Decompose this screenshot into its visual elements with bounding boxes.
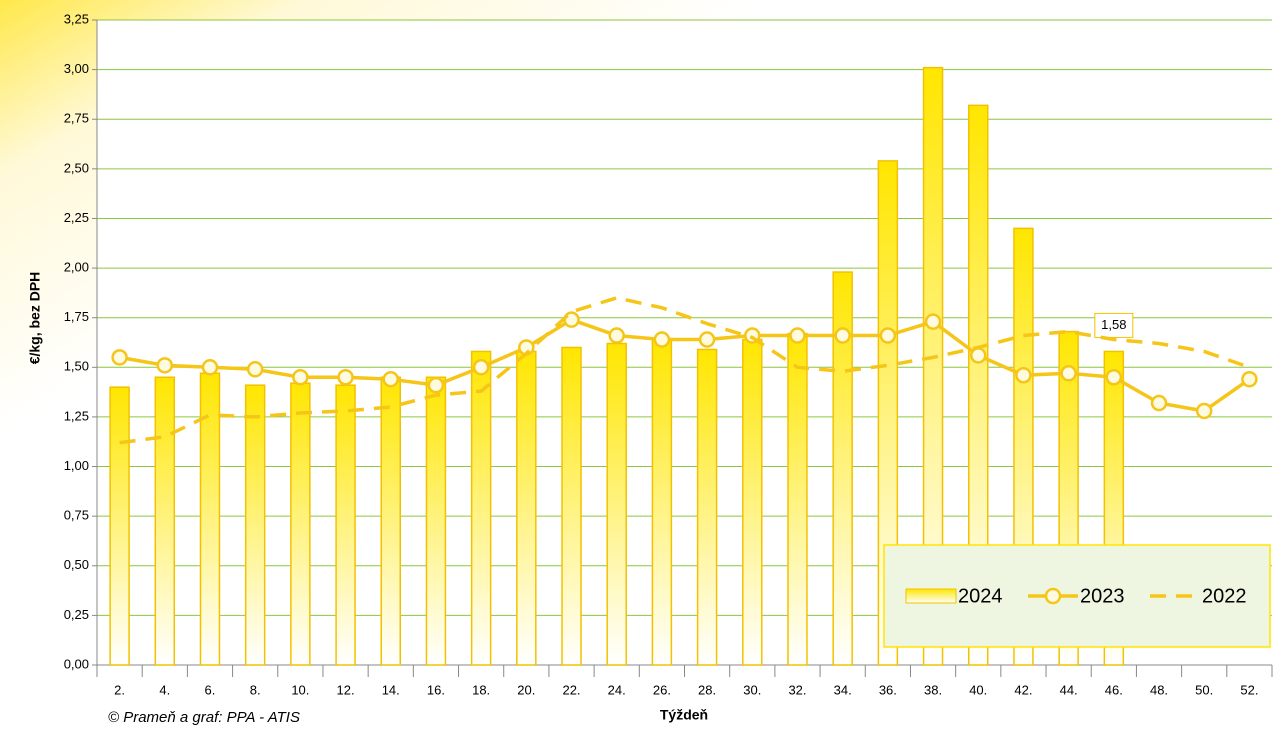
bar [742, 338, 763, 666]
bar [290, 382, 311, 666]
bar [696, 348, 718, 666]
line-marker [789, 327, 806, 344]
line-marker [879, 327, 897, 344]
line-marker [246, 361, 264, 378]
y-tick-label: 1,00 [64, 458, 89, 473]
line-marker [1241, 370, 1258, 388]
line-marker [1105, 368, 1123, 386]
y-tick-label: 2,00 [64, 260, 89, 275]
bar [380, 376, 401, 666]
x-tick-label: 14. [382, 682, 400, 697]
line-marker [1015, 366, 1032, 384]
x-tick-label: 30. [743, 682, 761, 697]
x-tick-label: 12. [337, 682, 355, 697]
x-tick-label: 32. [788, 682, 806, 697]
bar [470, 350, 492, 666]
bar [968, 104, 989, 666]
x-tick-label: 4. [159, 682, 170, 697]
line-marker [337, 368, 354, 386]
x-tick-label: 48. [1150, 682, 1168, 697]
legend-label: 2023 [1080, 585, 1125, 607]
line-marker [608, 327, 625, 344]
line-marker [472, 359, 490, 376]
bar [606, 342, 627, 666]
x-tick-label: 38. [924, 682, 942, 697]
bar [787, 332, 808, 666]
y-axis-title: €/kg, bez DPH [27, 272, 43, 365]
y-tick-label: 2,50 [64, 160, 89, 175]
data-label: 1,58 [1101, 317, 1126, 332]
line-marker [292, 368, 309, 386]
x-tick-label: 20. [517, 682, 535, 697]
line-marker [1195, 402, 1213, 420]
line-marker [427, 376, 445, 394]
x-tick-label: 50. [1195, 682, 1213, 697]
x-tick-label: 28. [698, 682, 716, 697]
x-tick-label: 8. [250, 682, 261, 697]
y-tick-label: 3,00 [64, 61, 89, 76]
y-tick-label: 2,25 [64, 210, 89, 225]
bar [651, 338, 673, 666]
legend-marker [1044, 587, 1062, 605]
x-tick-label: 18. [472, 682, 490, 697]
x-tick-label: 46. [1105, 682, 1123, 697]
x-axis-title: Týždeň [660, 707, 708, 723]
bar [561, 346, 582, 666]
y-tick-label: 1,50 [64, 359, 89, 374]
x-tick-label: 10. [291, 682, 309, 697]
bar [335, 384, 356, 666]
x-tick-label: 40. [969, 682, 987, 697]
y-tick-label: 1,25 [64, 408, 89, 423]
x-tick-label: 36. [879, 682, 897, 697]
line-marker [834, 327, 851, 344]
line-marker [970, 347, 987, 364]
data-label-box [1094, 312, 1134, 338]
line-marker [201, 359, 219, 376]
y-tick-label: 1,75 [64, 309, 89, 324]
bar [877, 160, 899, 666]
y-tick-label: 3,25 [64, 11, 89, 26]
line-marker [924, 313, 942, 330]
bar [425, 376, 447, 666]
y-tick-label: 0,75 [64, 508, 89, 523]
y-tick-label: 2,75 [64, 111, 89, 126]
legend-label: 2022 [1202, 585, 1247, 607]
bar [154, 376, 176, 666]
bar [922, 66, 944, 666]
y-tick-label: 0,50 [64, 557, 89, 572]
x-tick-label: 34. [834, 682, 852, 697]
bar [516, 350, 537, 666]
legend-swatch [905, 588, 957, 604]
line-marker [156, 357, 174, 374]
source-note: © Prameň a graf: PPA - ATIS [108, 709, 300, 726]
bar [109, 386, 130, 666]
x-tick-label: 6. [205, 682, 216, 697]
x-tick-label: 44. [1060, 682, 1078, 697]
line-marker [382, 370, 399, 388]
x-tick-label: 22. [562, 682, 580, 697]
x-tick-label: 16. [427, 682, 445, 697]
x-tick-label: 26. [653, 682, 671, 697]
y-tick-label: 0,25 [64, 607, 89, 622]
x-tick-label: 2. [114, 682, 125, 697]
dashed-line [119, 296, 1250, 445]
bar [244, 384, 266, 666]
line-marker [698, 331, 716, 348]
line-marker [1060, 365, 1077, 382]
line-marker [111, 349, 128, 366]
legend-label: 2024 [958, 585, 1003, 607]
x-tick-label: 52. [1240, 682, 1258, 697]
x-tick-label: 24. [608, 682, 626, 697]
y-tick-label: 0,00 [64, 656, 89, 671]
line-marker [1150, 394, 1168, 412]
line-marker [653, 331, 671, 348]
x-tick-label: 42. [1014, 682, 1032, 697]
